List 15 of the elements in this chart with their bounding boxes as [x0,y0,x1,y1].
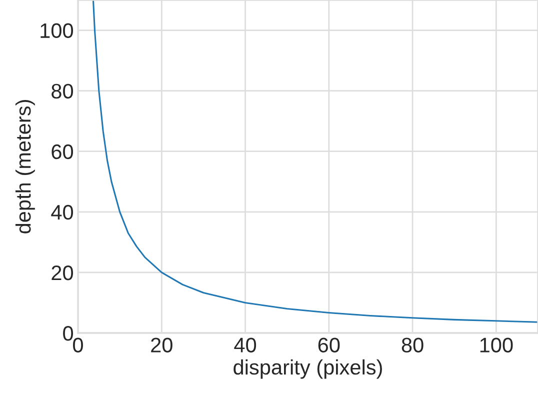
x-tick-label: 100 [480,338,513,352]
y-tick-label: 80 [52,84,74,99]
x-tick-label: 20 [151,338,172,352]
line-series [92,0,538,323]
y-tick-label: 60 [52,144,74,160]
x-axis-title: disparity (pixels) [234,359,382,379]
y-tick-label: 0 [63,326,74,341]
y-tick-label: 100 [40,23,74,38]
y-axis-title: depth (meters) [15,100,35,234]
x-tick-label: 0 [73,338,83,352]
y-tick-label: 40 [51,204,74,220]
y-tick-label: 20 [52,265,74,280]
x-tick-label: 40 [234,338,256,352]
x-tick-label: 80 [402,338,424,352]
x-tick-label: 60 [318,338,340,352]
